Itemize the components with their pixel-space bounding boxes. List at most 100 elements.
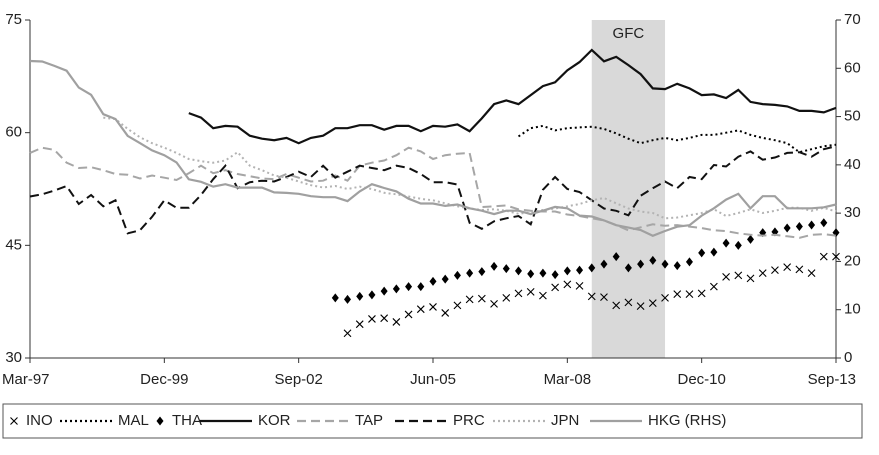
data-point (466, 268, 474, 278)
data-point (649, 255, 657, 265)
legend-label: JPN (551, 412, 579, 429)
data-point (478, 267, 486, 277)
data-point (368, 315, 376, 323)
y2-tick-label: 0 (844, 349, 852, 366)
legend-label: PRC (453, 412, 485, 429)
data-point (429, 276, 437, 286)
data-point (563, 266, 571, 276)
data-point (527, 269, 535, 279)
data-point (539, 268, 547, 278)
data-point (404, 310, 413, 319)
data-point (551, 270, 559, 280)
data-point (746, 274, 755, 283)
data-point (539, 291, 547, 300)
data-point (685, 290, 694, 299)
data-point (502, 294, 511, 302)
data-point (356, 291, 364, 301)
x-tick-label: Mar-97 (2, 371, 50, 388)
legend-label: KOR (258, 412, 291, 429)
data-point (783, 263, 792, 272)
x-tick-label: Sep-02 (274, 371, 322, 388)
series-line (29, 59, 837, 237)
y2-tick-label: 10 (844, 301, 861, 318)
data-point (526, 288, 535, 296)
legend-label: TAP (355, 412, 383, 429)
data-point (490, 300, 498, 308)
legend-box (2, 403, 863, 439)
data-point (355, 320, 364, 329)
data-point (392, 318, 401, 326)
data-point (661, 259, 669, 269)
data-point (710, 247, 718, 257)
data-point (820, 218, 828, 228)
legend-label: THA (172, 412, 202, 429)
data-point (380, 286, 388, 296)
x-tick-label: Mar-08 (544, 371, 592, 388)
data-point (563, 280, 572, 289)
data-point (624, 263, 632, 273)
data-point (673, 290, 682, 299)
data-point (343, 329, 352, 338)
y2-tick-label: 60 (844, 59, 861, 76)
data-point (698, 248, 706, 258)
data-point (648, 299, 657, 308)
series-line (188, 48, 837, 145)
data-point (380, 314, 389, 323)
data-point (685, 257, 693, 267)
data-point (624, 298, 633, 307)
data-point (490, 261, 498, 271)
data-point (416, 305, 425, 314)
data-point (807, 269, 816, 278)
y-tick-label: 75 (5, 11, 22, 28)
data-point (832, 252, 840, 261)
data-point (734, 271, 743, 280)
data-point (771, 266, 779, 275)
x-tick-label: Dec-10 (677, 371, 725, 388)
data-point (783, 223, 791, 233)
data-point (551, 283, 560, 292)
data-point (722, 238, 730, 248)
region-label: GFC (613, 25, 645, 42)
y-tick-label: 60 (5, 124, 22, 141)
y-tick-label: 30 (5, 349, 22, 366)
legend-label: INO (26, 412, 53, 429)
data-point (747, 234, 755, 244)
data-point (661, 294, 669, 302)
data-point (514, 266, 522, 276)
data-point (734, 240, 742, 250)
shaded-region (591, 20, 666, 358)
data-point (575, 282, 584, 290)
series-line (29, 145, 837, 235)
data-point (808, 220, 816, 230)
data-point (502, 264, 510, 274)
data-point (405, 282, 413, 292)
data-point (673, 261, 681, 271)
series-line (29, 146, 837, 239)
y-tick-label: 45 (5, 236, 22, 253)
y2-tick-label: 40 (844, 156, 861, 173)
legend-symbol (156, 416, 164, 426)
data-point (722, 272, 730, 281)
series-line (517, 124, 837, 154)
data-point (697, 289, 706, 298)
data-point (477, 294, 486, 303)
data-point (441, 274, 449, 284)
data-point (795, 265, 804, 274)
x-tick-label: Jun-05 (410, 371, 456, 388)
data-point (576, 265, 584, 275)
data-point (612, 301, 621, 310)
y2-tick-label: 20 (844, 252, 861, 269)
data-point (453, 270, 461, 280)
data-point (795, 222, 803, 232)
legend-symbol (10, 417, 18, 425)
data-point (344, 294, 352, 304)
x-tick-label: Dec-99 (140, 371, 188, 388)
data-point (587, 292, 596, 301)
data-point (429, 303, 437, 311)
data-point (441, 309, 450, 317)
x-tick-label: Sep-13 (808, 371, 856, 388)
data-point (453, 301, 462, 310)
legend-label: MAL (118, 412, 149, 429)
legend-label: HKG (RHS) (648, 412, 726, 429)
data-point (709, 282, 718, 291)
